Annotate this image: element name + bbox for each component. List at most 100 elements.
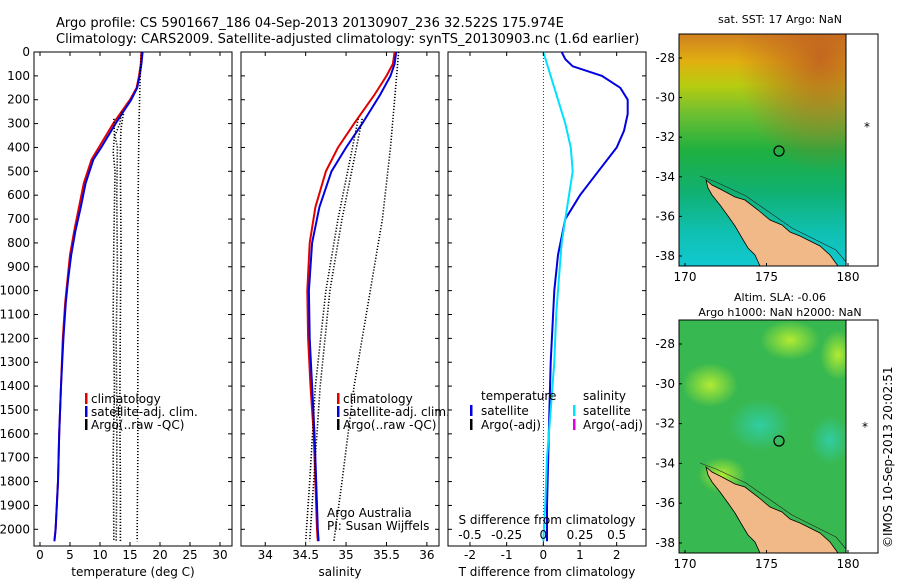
- sst-map-title: sat. SST: 17 Argo: NaN: [718, 13, 842, 26]
- imos-watermark: ©IMOS 10-Sep-2013 20:02:51: [881, 366, 895, 548]
- lon-tick-label: 175: [755, 557, 778, 571]
- legend-label-climatology: climatology: [91, 392, 161, 406]
- depth-axis-ticks: 0 100 200 300 400 500 600 700 800 900 1000 1100 1200…: [0, 45, 232, 536]
- lat-tick-label: -32: [655, 130, 675, 144]
- sla-map-latitude-ticks: -28 -30 -32 -34 -36 -38: [655, 337, 682, 550]
- y-tick-label: 1700: [0, 451, 30, 465]
- legend-label-argo: Argo(..raw -QC): [343, 418, 436, 432]
- temperature-legend: climatology satellite-adj. clim. Argo(..…: [85, 392, 198, 432]
- series-line-argo-profile-dots-3: [118, 113, 125, 542]
- lat-tick-label: -38: [655, 536, 675, 550]
- y-tick-label: 1800: [0, 475, 30, 489]
- difference-panel: -2 -1 0 1 2 -0.5 -0.25 0 0.25 0.5 S difference f…: [447, 51, 647, 579]
- lat-tick-label: -28: [655, 51, 675, 65]
- legend-label-satellite: satellite-adj. clim.: [343, 405, 450, 419]
- x-tick-label: 5: [66, 548, 74, 562]
- lon-tick-label: 170: [674, 557, 697, 571]
- y-tick-label: 700: [7, 212, 30, 226]
- y-tick-label: 1400: [0, 379, 30, 393]
- lat-tick-label: -34: [655, 456, 675, 470]
- kermadec-island-marker: *: [862, 420, 868, 434]
- argo-position-marker: [773, 435, 785, 447]
- x-tick-label: 35: [338, 548, 353, 562]
- x-tick-label: 15: [122, 548, 137, 562]
- series-line-argo-profile-dots: [114, 111, 123, 542]
- y-tick-label: 800: [7, 236, 30, 250]
- legend-swatch-s-satellite: [573, 405, 576, 416]
- sst-map-longitude-ticks: 170 175 180: [674, 263, 860, 284]
- legend-header-temperature: temperature: [481, 389, 556, 403]
- sst-map-latitude-ticks: -28 -30 -32 -34 -36 -38: [655, 51, 682, 263]
- y-tick-label: 0: [22, 45, 30, 59]
- x-tick-label: 20: [152, 548, 167, 562]
- y-tick-label: 2000: [0, 522, 30, 536]
- sst-map-extension: [845, 33, 879, 267]
- legend-swatch-s-argo: [573, 419, 576, 430]
- sla-map-longitude-ticks: 170 175 180: [674, 550, 860, 571]
- y-tick-label: 1600: [0, 427, 30, 441]
- x-tick-label: 1: [576, 548, 584, 562]
- y-tick-label: 600: [7, 188, 30, 202]
- legend-swatch-t-argo: [470, 419, 473, 430]
- y-tick-label: 1500: [0, 403, 30, 417]
- difference-legend: temperature salinity satellite Argo(-adj…: [470, 389, 643, 432]
- s-tick-label: -0.5: [458, 528, 481, 542]
- bathymetry-contour: [699, 462, 846, 550]
- y-tick-label: 400: [7, 140, 30, 154]
- sla-map-title-1: Altim. SLA: -0.06: [734, 291, 826, 304]
- x-tick-label: 36: [419, 548, 434, 562]
- lon-tick-label: 180: [837, 270, 860, 284]
- legend-label-t-satellite: satellite: [481, 404, 529, 418]
- x-tick-label: 0: [540, 548, 548, 562]
- header-line1: Argo profile: CS 5901667_186 04-Sep-2013…: [56, 16, 564, 31]
- legend-header-salinity: salinity: [583, 389, 626, 403]
- lat-tick-label: -32: [655, 417, 675, 431]
- north-island-landmass: [705, 465, 839, 553]
- sla-positive-anomaly: [760, 320, 820, 360]
- north-island-landmass: [705, 178, 839, 266]
- x-tick-label: 34.5: [292, 548, 319, 562]
- difference-plot-area: [448, 51, 646, 546]
- y-tick-label: 1300: [0, 355, 30, 369]
- salinity-difference-ticks: -0.5 -0.25 0 0.25 0.5: [458, 528, 626, 542]
- legend-swatch-satellite: [337, 406, 340, 417]
- x-tick-label: 30: [212, 548, 227, 562]
- y-tick-label: 900: [7, 260, 30, 274]
- lon-tick-label: 180: [837, 557, 860, 571]
- x-tick-label: 2: [613, 548, 621, 562]
- temperature-panel: 0100200300400500600700800900100011001200…: [0, 45, 233, 579]
- argo-position-marker: [773, 145, 785, 157]
- s-tick-label: 0: [540, 528, 548, 542]
- x-tick-label: -1: [501, 548, 513, 562]
- lat-tick-label: -28: [655, 337, 675, 351]
- sla-negative-anomaly: [728, 399, 792, 451]
- salinity-panel: 34 34.5 35 35.5 36 salinity climatology sate…: [240, 51, 450, 579]
- header-line2: Climatology: CARS2009. Satellite-adjuste…: [56, 32, 639, 47]
- salinity-plot-area: [241, 51, 439, 542]
- y-tick-label: 500: [7, 164, 30, 178]
- legend-label-satellite: satellite-adj. clim.: [91, 405, 198, 419]
- y-tick-label: 100: [7, 69, 30, 83]
- x-tick-label: 0: [36, 548, 44, 562]
- salinity-axis-ticks: 34 34.5 35 35.5 36: [258, 52, 435, 562]
- series-line-salinity-satellite: [542, 51, 574, 542]
- lat-tick-label: -36: [655, 209, 675, 223]
- annotation-program: Argo Australia: [327, 506, 412, 520]
- series-line-argo-profile-dots-2: [112, 118, 116, 542]
- legend-swatch-argo: [337, 419, 340, 430]
- y-tick-label: 1200: [0, 331, 30, 345]
- sla-positive-anomaly: [820, 330, 846, 380]
- x-tick-label: 10: [92, 548, 107, 562]
- legend-label-argo: Argo(..raw -QC): [91, 418, 184, 432]
- legend-label-s-argo: Argo(-adj): [583, 418, 643, 432]
- s-tick-label: -0.25: [491, 528, 522, 542]
- kermadec-island-marker: *: [864, 120, 870, 134]
- x-tick-label: 25: [182, 548, 197, 562]
- y-tick-label: 1100: [0, 308, 30, 322]
- x-tick-label: 34: [258, 548, 273, 562]
- lat-tick-label: -30: [655, 91, 675, 105]
- temperature-plot-area: [53, 51, 144, 542]
- sla-negative-anomaly: [810, 415, 846, 465]
- legend-swatch-argo: [85, 419, 88, 430]
- legend-label-climatology: climatology: [343, 392, 413, 406]
